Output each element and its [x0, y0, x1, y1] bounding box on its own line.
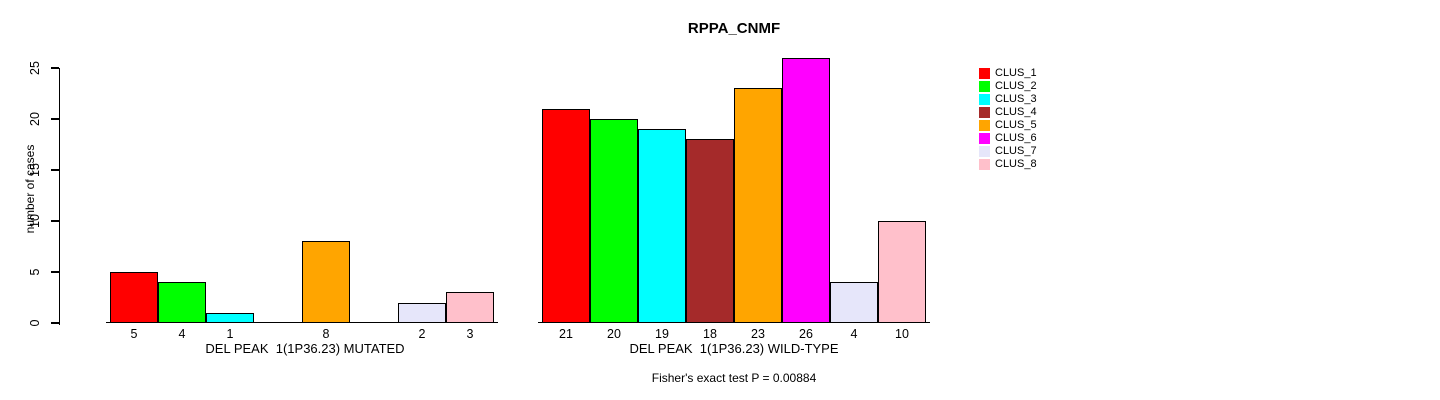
bar-value-label: 4 [178, 327, 186, 341]
legend-swatch [979, 67, 990, 79]
bar-value-label: 26 [799, 327, 813, 341]
y-axis-tick-label: 25 [28, 61, 42, 75]
y-axis-tick-label: 10 [28, 214, 42, 228]
bar-clus_4 [686, 139, 734, 323]
legend-swatch [979, 93, 990, 105]
x-axis-label-wildtype: DEL PEAK 1(1P36.23) WILD-TYPE [629, 341, 839, 356]
legend-swatch [979, 132, 990, 144]
bar-clus_5 [302, 241, 350, 323]
bar-clus_1 [110, 272, 158, 323]
bar-value-label: 19 [655, 327, 669, 341]
legend-item: CLUS_7 [979, 145, 1037, 157]
y-axis-line [58, 68, 60, 325]
y-axis-tick [50, 220, 59, 222]
legend-label: CLUS_8 [995, 158, 1037, 170]
y-axis-tick-label: 15 [28, 163, 42, 177]
bar-value-label: 23 [751, 327, 765, 341]
legend: CLUS_1 CLUS_2 CLUS_3 CLUS_4 CLUS_5 CLUS_6 CLUS… [979, 67, 1099, 187]
bar-clus_2 [158, 282, 206, 323]
bar-clus_1 [542, 108, 590, 323]
y-axis-tick [50, 271, 59, 273]
y-axis-tick-label: 5 [28, 268, 42, 276]
bar-value-label: 10 [895, 327, 909, 341]
bar-value-label: 8 [322, 327, 330, 341]
legend-swatch [979, 158, 990, 170]
bar-value-label: 20 [607, 327, 621, 341]
y-axis-tick [50, 169, 59, 171]
x-axis-label-mutated: DEL PEAK 1(1P36.23) MUTATED [205, 341, 405, 356]
legend-label: CLUS_1 [995, 67, 1037, 79]
legend-item: CLUS_4 [979, 106, 1037, 118]
legend-label: CLUS_5 [995, 119, 1037, 131]
y-axis-tick [50, 67, 59, 69]
bar-value-label: 21 [559, 327, 573, 341]
y-axis-tick-label: 20 [28, 112, 42, 126]
legend-item: CLUS_8 [979, 158, 1037, 170]
chart-title: RPPA_CNMF [687, 20, 781, 37]
legend-label: CLUS_3 [995, 93, 1037, 105]
bar-clus_3 [638, 129, 686, 323]
bar-clus_5 [734, 88, 782, 323]
y-axis-tick-label: 0 [28, 319, 42, 327]
bar-clus_8 [878, 221, 926, 323]
legend-swatch [979, 106, 990, 118]
bar-value-label: 2 [418, 327, 426, 341]
legend-item: CLUS_3 [979, 93, 1037, 105]
bar-clus_6 [782, 57, 830, 323]
bar-value-label: 3 [466, 327, 474, 341]
legend-item: CLUS_1 [979, 67, 1037, 79]
bar-clus_2 [590, 119, 638, 323]
legend-swatch [979, 145, 990, 157]
legend-label: CLUS_4 [995, 106, 1037, 118]
bar-value-label: 4 [850, 327, 858, 341]
legend-label: CLUS_6 [995, 132, 1037, 144]
legend-item: CLUS_5 [979, 119, 1037, 131]
bar-value-label: 18 [703, 327, 717, 341]
bar-clus_3 [206, 312, 254, 323]
legend-item: CLUS_2 [979, 80, 1037, 92]
bar-value-label: 1 [226, 327, 234, 341]
bar-clus_7 [830, 282, 878, 323]
legend-swatch [979, 80, 990, 92]
legend-swatch [979, 119, 990, 131]
legend-item: CLUS_6 [979, 132, 1037, 144]
y-axis-tick [50, 118, 59, 120]
y-axis-tick [50, 322, 59, 324]
legend-label: CLUS_7 [995, 145, 1037, 157]
bar-clus_8 [446, 292, 494, 323]
bar-value-label: 5 [130, 327, 138, 341]
fisher-test-caption: Fisher's exact test P = 0.00884 [651, 371, 817, 385]
bar-clus_7 [398, 302, 446, 323]
legend-label: CLUS_2 [995, 80, 1037, 92]
